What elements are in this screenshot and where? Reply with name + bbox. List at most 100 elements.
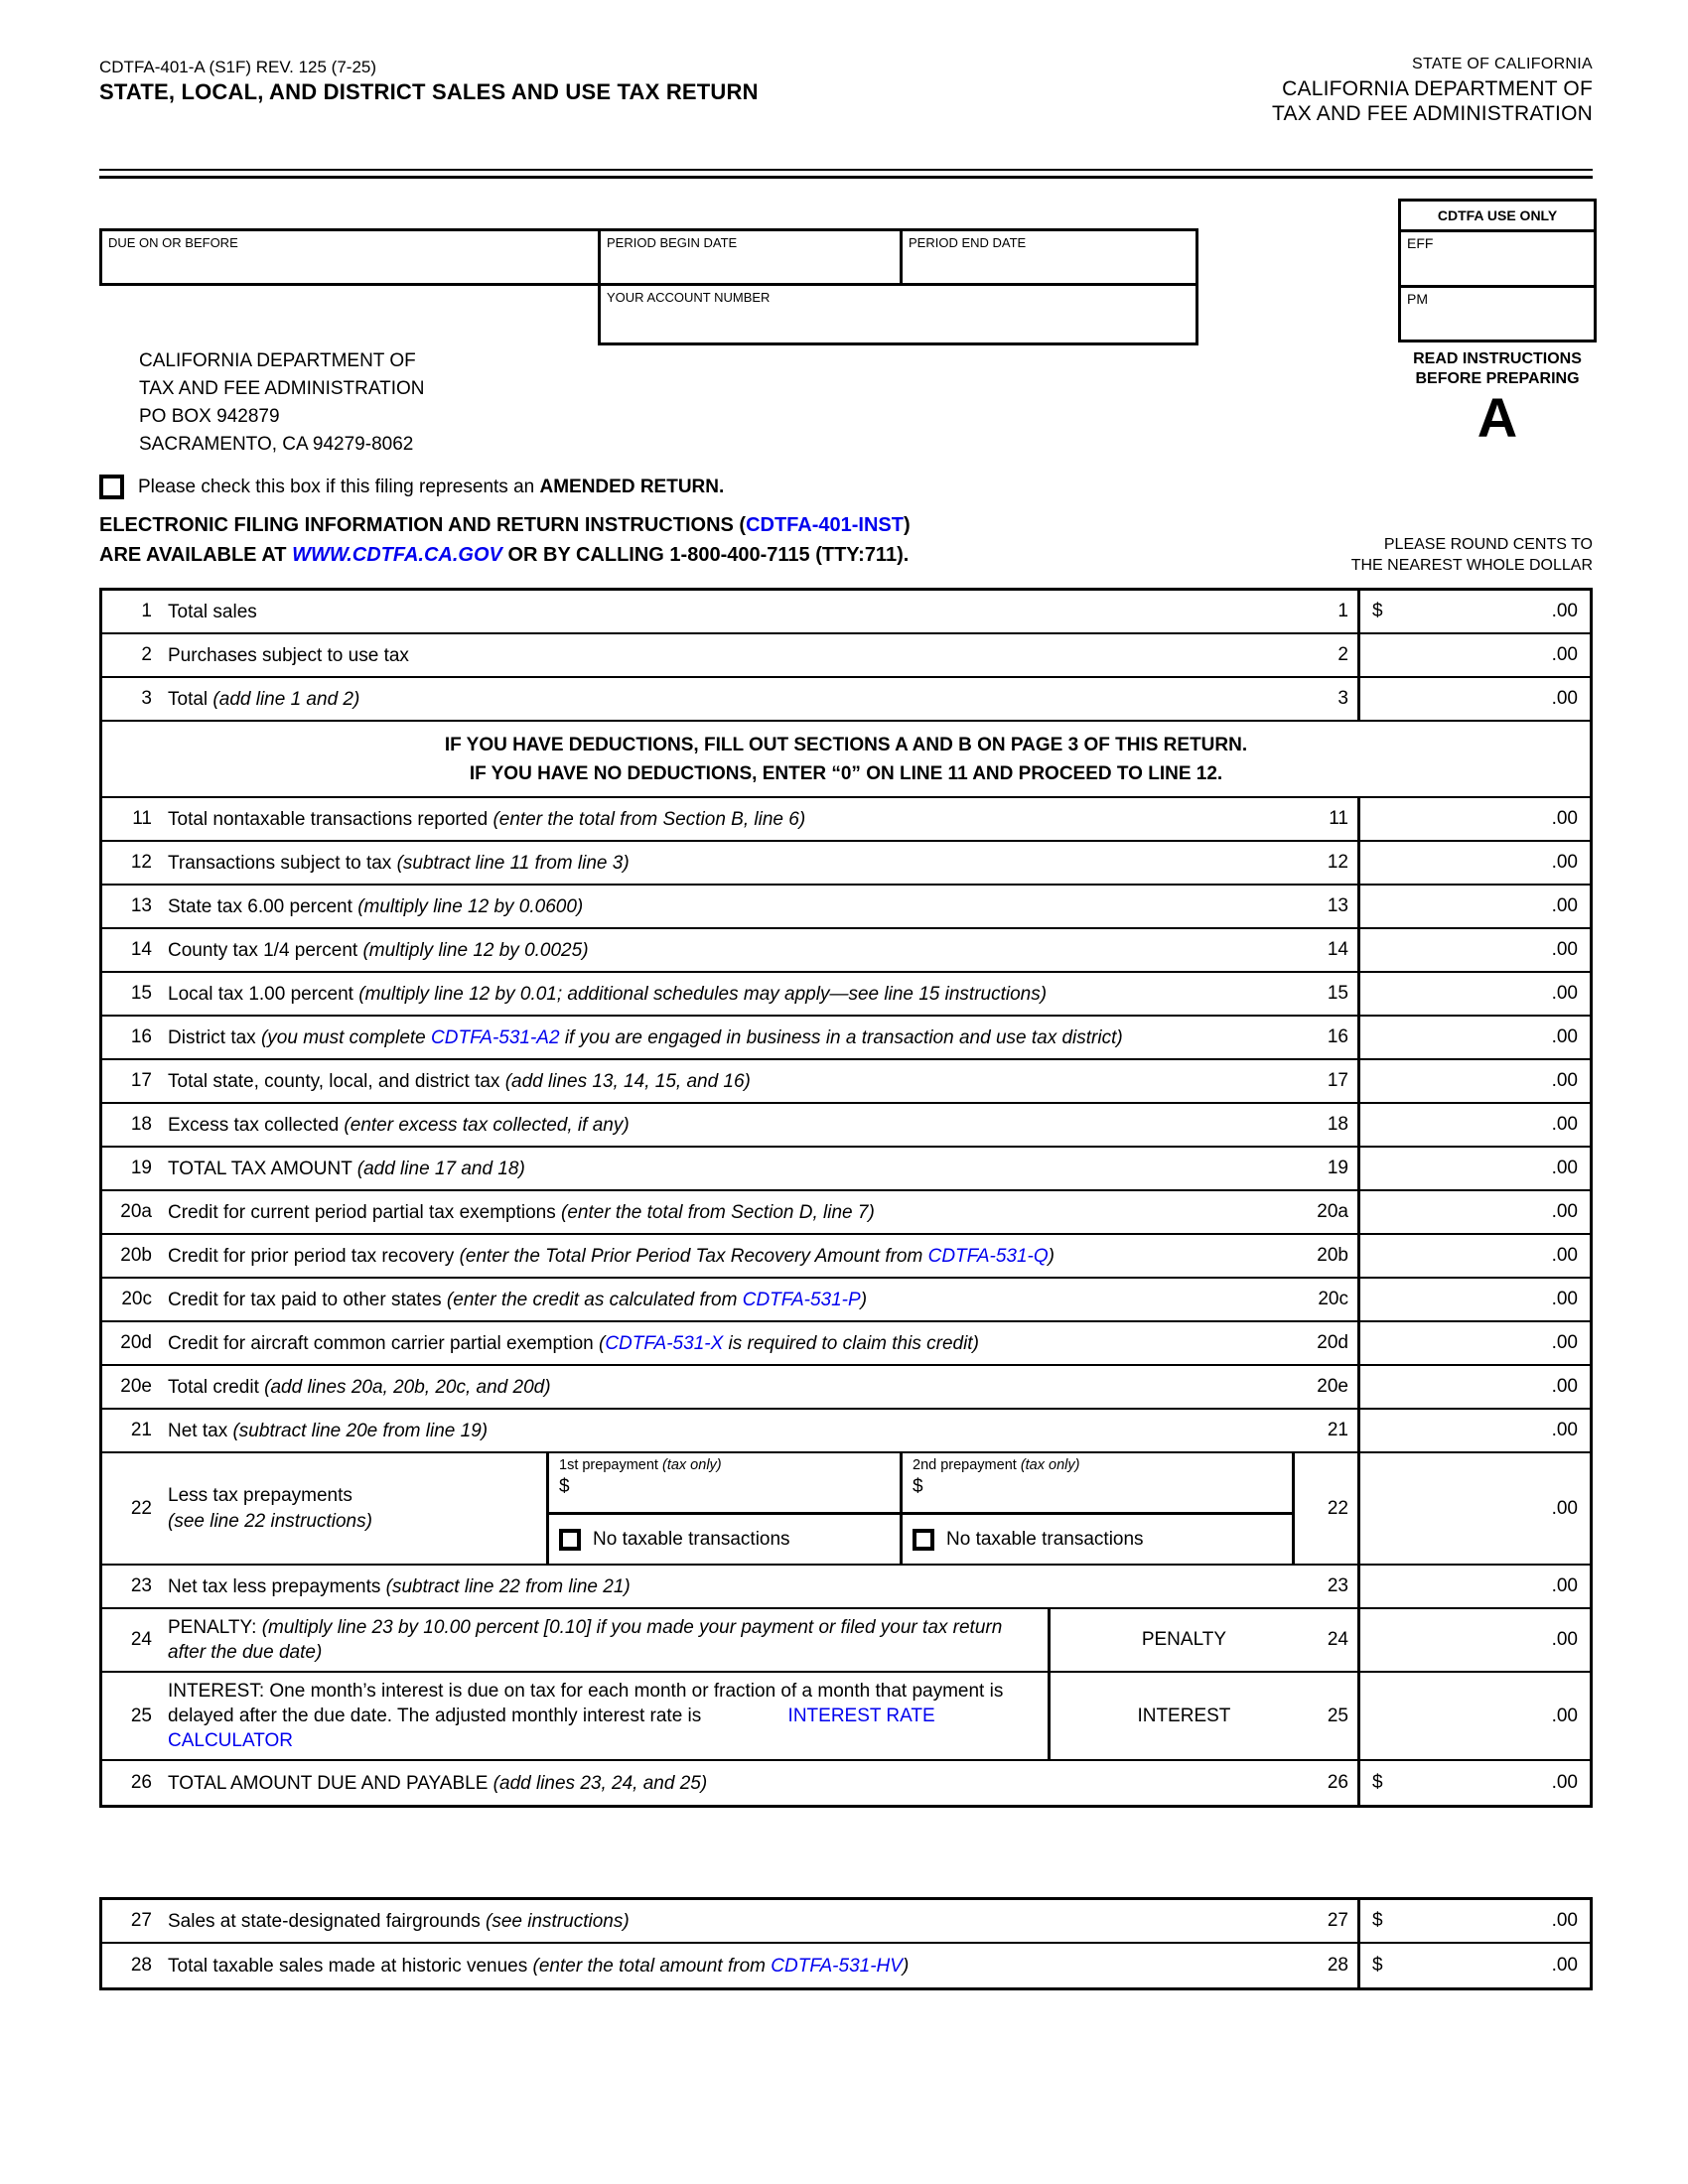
line-label: PENALTY bbox=[1141, 1629, 1227, 1650]
line-number: 24 bbox=[130, 1629, 152, 1650]
amended-return-checkbox[interactable] bbox=[99, 475, 124, 499]
line-label: INTEREST bbox=[1137, 1705, 1231, 1726]
desc-text: (enter the credit as calculated from bbox=[446, 1289, 743, 1310]
line-number: 20b bbox=[1317, 1245, 1348, 1266]
amount-field-line-17[interactable]: .00 bbox=[1357, 1060, 1590, 1102]
amount-field-line-15[interactable]: .00 bbox=[1357, 973, 1590, 1015]
form-link[interactable]: CDTFA-531-A2 bbox=[431, 1026, 560, 1048]
line-number: 23 bbox=[130, 1575, 152, 1596]
no-taxable-transactions-checkbox[interactable] bbox=[913, 1528, 934, 1551]
amount-field-line-20b[interactable]: .00 bbox=[1357, 1235, 1590, 1277]
website-link[interactable]: WWW.CDTFA.CA.GOV bbox=[292, 544, 502, 566]
line-number: 16 bbox=[1327, 1026, 1348, 1047]
amount-field-line-27[interactable]: $ .00 bbox=[1357, 1900, 1590, 1942]
line-row-3: 3 Total (add line 1 and 2) 3 .00 bbox=[102, 678, 1590, 722]
amount-field-line-16[interactable]: .00 bbox=[1357, 1017, 1590, 1058]
line-number: 2 bbox=[1337, 644, 1348, 665]
line-text: Credit for current period partial tax ex… bbox=[168, 1194, 1307, 1231]
efile-text: ELECTRONIC FILING INFORMATION AND RETURN… bbox=[99, 514, 747, 536]
no-taxable-transactions-checkbox[interactable] bbox=[559, 1528, 581, 1551]
amount-field-line-21[interactable]: .00 bbox=[1357, 1410, 1590, 1451]
dollar-sign: $ bbox=[1372, 1910, 1383, 1931]
amount-field-line-22[interactable]: .00 bbox=[1357, 1453, 1590, 1564]
dollar-sign: $ bbox=[913, 1476, 923, 1497]
amount-field-line-26[interactable]: $ .00 bbox=[1357, 1761, 1590, 1805]
line-row-25: 25 INTEREST: One month’s interest is due … bbox=[102, 1673, 1590, 1761]
amount-field-line-24[interactable]: .00 bbox=[1357, 1609, 1590, 1671]
line-text: Local tax 1.00 percent (multiply line 12… bbox=[168, 976, 1318, 1013]
amended-return-text: Please check this box if this filing rep… bbox=[138, 476, 540, 497]
amount-field-line-19[interactable]: .00 bbox=[1357, 1148, 1590, 1189]
amount-field-line-18[interactable]: .00 bbox=[1357, 1104, 1590, 1146]
prepayment-1-field[interactable]: 1st prepayment (tax only) $ bbox=[549, 1453, 903, 1515]
desc-text: Total taxable sales made at historic ven… bbox=[168, 1955, 533, 1977]
line-row-12: 12 Transactions subject to tax (subtract … bbox=[102, 842, 1590, 886]
amount-field-line-11[interactable]: .00 bbox=[1357, 798, 1590, 840]
line-row-20a: 20a Credit for current period partial tax… bbox=[102, 1191, 1590, 1235]
line-number: 14 bbox=[130, 939, 152, 960]
line-text: Credit for aircraft common carrier parti… bbox=[168, 1325, 1307, 1362]
line-number: 21 bbox=[1327, 1420, 1348, 1440]
no-taxable-transactions-option-2: No taxable transactions bbox=[903, 1515, 1292, 1564]
amount-field-line-2[interactable]: .00 bbox=[1357, 634, 1590, 676]
amount-field-line-13[interactable]: .00 bbox=[1357, 886, 1590, 927]
desc-text: (add lines 23, 24, and 25) bbox=[492, 1772, 708, 1794]
line-row-20d: 20d Credit for aircraft common carrier pa… bbox=[102, 1322, 1590, 1366]
desc-text: District tax bbox=[168, 1026, 261, 1048]
form-link[interactable]: CDTFA-531-X bbox=[605, 1332, 724, 1354]
amount-field-line-20d[interactable]: .00 bbox=[1357, 1322, 1590, 1364]
line-desc: 3 Total (add line 1 and 2) 3 bbox=[102, 678, 1357, 720]
line-number: 20a bbox=[1317, 1201, 1348, 1222]
header-divider bbox=[99, 169, 1593, 179]
deductions-notice: IF YOU HAVE DEDUCTIONS, FILL OUT SECTION… bbox=[102, 722, 1590, 798]
form-link[interactable]: CDTFA-531-Q bbox=[927, 1245, 1049, 1267]
mailing-line: CALIFORNIA DEPARTMENT OF bbox=[139, 350, 416, 371]
line-row-17: 17 Total state, county, local, and distri… bbox=[102, 1060, 1590, 1104]
amount-field-line-20a[interactable]: .00 bbox=[1357, 1191, 1590, 1233]
amount-field-line-23[interactable]: .00 bbox=[1357, 1566, 1590, 1607]
period-begin-field[interactable]: PERIOD BEGIN DATE bbox=[598, 228, 903, 286]
amount-field-line-12[interactable]: .00 bbox=[1357, 842, 1590, 884]
mailing-line: TAX AND FEE ADMINISTRATION bbox=[139, 378, 425, 399]
no-taxable-transactions-label: No taxable transactions bbox=[593, 1528, 790, 1550]
amount-field-line-1[interactable]: $ .00 bbox=[1357, 591, 1590, 632]
eff-field[interactable]: EFF bbox=[1401, 232, 1594, 288]
amount-value: .00 bbox=[1551, 1201, 1578, 1222]
form-link[interactable]: CDTFA-531-P bbox=[742, 1289, 861, 1310]
line-row-15: 15 Local tax 1.00 percent (multiply line … bbox=[102, 973, 1590, 1017]
pm-field[interactable]: PM bbox=[1407, 291, 1428, 307]
line-text: Total (add line 1 and 2) bbox=[168, 681, 1328, 718]
mailing-line: SACRAMENTO, CA 94279-8062 bbox=[139, 434, 414, 455]
amount-value: .00 bbox=[1551, 1705, 1578, 1726]
form-link[interactable]: CDTFA-401-INST bbox=[746, 514, 904, 536]
rounding-note: PLEASE ROUND CENTS TO THE NEAREST WHOLE … bbox=[1281, 534, 1593, 576]
efile-line2: ARE AVAILABLE AT WWW.CDTFA.CA.GOV OR BY … bbox=[99, 540, 911, 570]
form-link[interactable]: CDTFA-531-HV bbox=[771, 1955, 903, 1977]
desc-text: Purchases subject to use tax bbox=[168, 644, 409, 666]
amount-field-line-20c[interactable]: .00 bbox=[1357, 1279, 1590, 1320]
line-number: 11 bbox=[1329, 808, 1348, 829]
line-desc: 14 County tax 1/4 percent (multiply line … bbox=[102, 929, 1357, 971]
line-number: 14 bbox=[1327, 939, 1348, 960]
prepayment-2-field[interactable]: 2nd prepayment (tax only) $ bbox=[903, 1453, 1292, 1515]
line-text: Transactions subject to tax (subtract li… bbox=[168, 845, 1318, 882]
form-link[interactable]: INTEREST RATE CALCULATOR bbox=[168, 1706, 935, 1751]
amount-field-line-20e[interactable]: .00 bbox=[1357, 1366, 1590, 1408]
desc-text: (subtract line 20e from line 19) bbox=[232, 1420, 489, 1441]
amount-field-line-14[interactable]: .00 bbox=[1357, 929, 1590, 971]
amount-field-line-3[interactable]: .00 bbox=[1357, 678, 1590, 720]
account-number-field[interactable]: YOUR ACCOUNT NUMBER bbox=[598, 283, 1198, 345]
amount-field-line-25[interactable]: .00 bbox=[1357, 1673, 1590, 1759]
period-end-field[interactable]: PERIOD END DATE bbox=[900, 228, 1198, 286]
line-number: 20a bbox=[120, 1201, 152, 1222]
amount-field-line-28[interactable]: $ .00 bbox=[1357, 1944, 1590, 1987]
line-row-23: 23 Net tax less prepayments (subtract lin… bbox=[102, 1566, 1590, 1609]
read-instructions-note: READ INSTRUCTIONS BEFORE PREPARING bbox=[1398, 349, 1597, 389]
line-row-16: 16 District tax (you must complete CDTFA-… bbox=[102, 1017, 1590, 1060]
amended-return-row: Please check this box if this filing rep… bbox=[99, 475, 724, 499]
due-date-field[interactable]: DUE ON OR BEFORE bbox=[99, 228, 601, 286]
line-number: 19 bbox=[1327, 1158, 1348, 1178]
desc-text: Total nontaxable transactions reported bbox=[168, 808, 493, 830]
line-number: 20c bbox=[1318, 1289, 1348, 1309]
line-desc: 15 Local tax 1.00 percent (multiply line … bbox=[102, 973, 1357, 1015]
